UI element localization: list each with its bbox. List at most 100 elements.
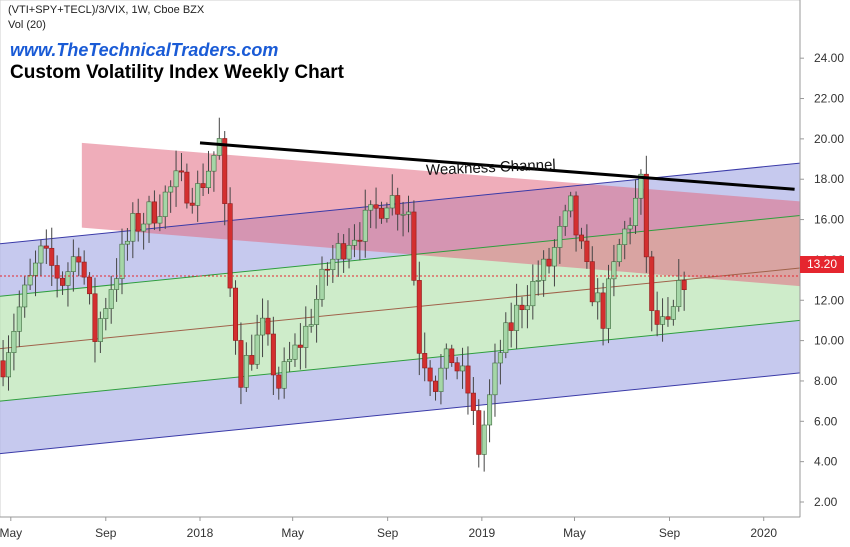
lower-blue-band [0, 320, 800, 454]
candle-body-124 [670, 306, 676, 320]
candle-body-104 [562, 210, 568, 227]
candle-body-36 [195, 183, 201, 206]
candle-body-28 [151, 201, 157, 224]
candle-body-37 [200, 183, 206, 188]
x-tick-label-5: 2019 [469, 526, 496, 540]
candle-body-97 [524, 305, 530, 311]
candle-body-34 [184, 171, 190, 204]
candle-body-121 [654, 310, 660, 325]
candle-body-73 [395, 195, 401, 215]
y-tick-label-3: 18.00 [814, 172, 844, 186]
y-tick-label-11: 2.00 [814, 495, 838, 509]
candle-body-21 [114, 278, 120, 290]
candle-body-81 [438, 367, 444, 392]
candle-body-123 [665, 316, 671, 320]
y-tick-label-7: 10.00 [814, 334, 844, 348]
candle-body-67 [362, 209, 368, 242]
candle-body-108 [584, 240, 590, 262]
candle-body-82 [443, 348, 449, 369]
candle-body-32 [173, 170, 179, 188]
y-tick-label-1: 22.00 [814, 92, 844, 106]
y-tick-label-2: 20.00 [814, 132, 844, 146]
y-tick-label-0: 24.00 [814, 51, 844, 65]
candle-body-59 [319, 268, 325, 300]
candle-body-27 [146, 201, 152, 225]
candle-body-5 [27, 275, 33, 286]
candle-body-20 [108, 289, 114, 309]
candle-body-68 [368, 204, 374, 211]
candle-body-4 [22, 284, 28, 308]
candle-body-114 [616, 244, 622, 263]
candle-body-118 [638, 173, 644, 199]
candle-body-42 [227, 203, 233, 289]
candle-body-120 [649, 256, 655, 311]
candle-body-70 [378, 207, 384, 219]
y-tick-label-4: 16.00 [814, 213, 844, 227]
candle-body-84 [454, 362, 460, 372]
candle-body-44 [238, 340, 244, 388]
candle-body-60 [324, 268, 330, 271]
candle-body-63 [341, 243, 347, 260]
last-price-label: 13.20 [800, 256, 844, 273]
candle-body-74 [400, 213, 406, 216]
candle-body-18 [97, 318, 103, 342]
volume-label: Vol (20) [8, 19, 46, 31]
candle-body-86 [465, 365, 471, 394]
candle-body-119 [643, 173, 649, 258]
candle-body-3 [16, 306, 22, 332]
candle-body-71 [384, 207, 390, 219]
y-tick-label-10: 4.00 [814, 455, 838, 469]
candle-body-102 [551, 247, 557, 267]
candle-body-46 [249, 355, 255, 365]
candle-body-85 [460, 365, 466, 372]
candle-body-64 [346, 244, 352, 260]
resistance-line [199, 141, 795, 191]
candle-body-22 [119, 243, 125, 279]
resistance-trendline [199, 141, 795, 191]
candle-body-10 [54, 265, 60, 279]
candle-body-87 [470, 392, 476, 411]
website-label: www.TheTechnicalTraders.com [10, 40, 279, 60]
symbol-label: (VTI+SPY+TECL)/3/VIX, 1W, Cboe BZX [8, 4, 205, 16]
candle-body-25 [135, 213, 141, 232]
candle-body-51 [276, 374, 282, 389]
candle-body-107 [578, 234, 584, 242]
candle-body-83 [449, 348, 455, 364]
x-tick-label-4: Sep [377, 526, 399, 540]
candle-body-2 [11, 331, 17, 353]
candle-body-6 [33, 262, 39, 276]
candle-body-106 [573, 195, 579, 236]
y-tick-label-6: 12.00 [814, 293, 844, 307]
candle-body-77 [416, 280, 422, 354]
candle-body-57 [308, 324, 314, 327]
x-tick-label-1: Sep [95, 526, 117, 540]
candle-body-96 [519, 304, 525, 311]
candle-body-61 [330, 258, 336, 271]
candle-body-55 [297, 344, 303, 348]
candle-body-53 [287, 358, 293, 362]
candle-body-69 [373, 204, 379, 209]
candle-body-101 [546, 258, 552, 267]
candle-body-117 [633, 197, 639, 226]
x-tick-label-7: Sep [659, 526, 681, 540]
candle-body-40 [216, 138, 222, 156]
candle-body-93 [503, 322, 509, 353]
candle-body-89 [481, 424, 487, 455]
x-tick-label-2: 2018 [187, 526, 214, 540]
candle-body-66 [357, 239, 363, 242]
candle-body-17 [92, 293, 98, 342]
candle-body-116 [627, 225, 633, 230]
candle-body-50 [270, 333, 276, 376]
candle-body-109 [589, 261, 595, 303]
candle-body-38 [205, 170, 211, 188]
candle-body-75 [405, 211, 411, 215]
candlestick-series [0, 117, 687, 472]
candle-body-58 [314, 299, 320, 325]
candle-body-0 [0, 360, 6, 378]
candle-body-48 [260, 317, 266, 336]
channel-line-2 [0, 267, 801, 350]
y-tick-label-8: 8.00 [814, 374, 838, 388]
candle-body-80 [433, 380, 439, 392]
candle-body-43 [233, 287, 239, 341]
candle-body-76 [411, 211, 417, 281]
